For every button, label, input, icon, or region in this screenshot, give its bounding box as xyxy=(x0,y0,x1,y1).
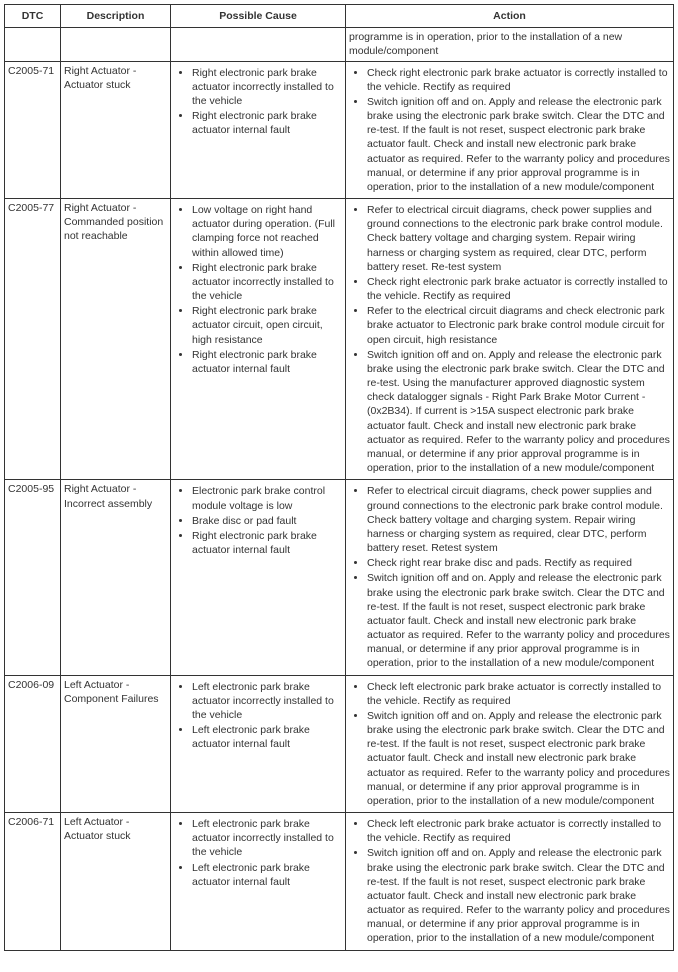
col-dtc: DTC xyxy=(5,5,61,28)
cell-dtc: C2005-77 xyxy=(5,199,61,480)
cell-desc: Right Actuator - Commanded position not … xyxy=(61,199,171,480)
cause-list: Electronic park brake control module vol… xyxy=(174,484,342,557)
cause-list: Left electronic park brake actuator inco… xyxy=(174,680,342,752)
table-row: C2006-71Left Actuator - Actuator stuck Le… xyxy=(5,813,674,951)
action-fragment-text: programme is in operation, prior to the … xyxy=(349,31,622,57)
action-item: Check right rear brake disc and pads. Re… xyxy=(367,556,670,570)
action-item: Check right electronic park brake actuat… xyxy=(367,66,670,94)
table-row: C2005-71Right Actuator - Actuator stuck R… xyxy=(5,61,674,199)
col-desc: Description xyxy=(61,5,171,28)
cell-cause: Left electronic park brake actuator inco… xyxy=(171,675,346,813)
cell-cause: Right electronic park brake actuator inc… xyxy=(171,61,346,199)
action-item: Switch ignition off and on. Apply and re… xyxy=(367,571,670,670)
cause-item: Right electronic park brake actuator int… xyxy=(192,109,342,137)
table-header-row: DTC Description Possible Cause Action xyxy=(5,5,674,28)
action-item: Refer to electrical circuit diagrams, ch… xyxy=(367,203,670,274)
action-item: Refer to the electrical circuit diagrams… xyxy=(367,304,670,347)
cell-cause: Electronic park brake control module vol… xyxy=(171,480,346,675)
action-item: Refer to electrical circuit diagrams, ch… xyxy=(367,484,670,555)
cell-dtc: C2006-09 xyxy=(5,675,61,813)
cell-action: Check right electronic park brake actuat… xyxy=(346,61,674,199)
action-list: Check left electronic park brake actuato… xyxy=(349,817,670,946)
action-item: Check left electronic park brake actuato… xyxy=(367,817,670,845)
cell-desc: Right Actuator - Incorrect assembly xyxy=(61,480,171,675)
cell-desc: Left Actuator - Component Failures xyxy=(61,675,171,813)
action-list: Check left electronic park brake actuato… xyxy=(349,680,670,809)
cause-item: Left electronic park brake actuator inco… xyxy=(192,817,342,860)
table-row: C2005-95Right Actuator - Incorrect assem… xyxy=(5,480,674,675)
cell-action: Refer to electrical circuit diagrams, ch… xyxy=(346,480,674,675)
col-action: Action xyxy=(346,5,674,28)
cell-desc xyxy=(61,28,171,61)
cell-desc: Left Actuator - Actuator stuck xyxy=(61,813,171,951)
cell-cause xyxy=(171,28,346,61)
cause-item: Right electronic park brake actuator inc… xyxy=(192,261,342,304)
cause-item: Left electronic park brake actuator inco… xyxy=(192,680,342,723)
table-row: C2005-77Right Actuator - Commanded posit… xyxy=(5,199,674,480)
cause-item: Low voltage on right hand actuator durin… xyxy=(192,203,342,260)
cause-item: Left electronic park brake actuator inte… xyxy=(192,861,342,889)
cause-item: Right electronic park brake actuator int… xyxy=(192,529,342,557)
dtc-table: DTC Description Possible Cause Action pr… xyxy=(4,4,674,951)
action-item: Check right electronic park brake actuat… xyxy=(367,275,670,303)
action-list: Refer to electrical circuit diagrams, ch… xyxy=(349,203,670,475)
cause-item: Left electronic park brake actuator inte… xyxy=(192,723,342,751)
cell-action: Refer to electrical circuit diagrams, ch… xyxy=(346,199,674,480)
action-item: Switch ignition off and on. Apply and re… xyxy=(367,846,670,945)
cell-action: Check left electronic park brake actuato… xyxy=(346,675,674,813)
action-list: Refer to electrical circuit diagrams, ch… xyxy=(349,484,670,670)
cell-desc: Right Actuator - Actuator stuck xyxy=(61,61,171,199)
cause-item: Right electronic park brake actuator int… xyxy=(192,348,342,376)
cell-dtc xyxy=(5,28,61,61)
table-row-fragment: programme is in operation, prior to the … xyxy=(5,28,674,61)
cause-list: Right electronic park brake actuator inc… xyxy=(174,66,342,138)
cause-list: Left electronic park brake actuator inco… xyxy=(174,817,342,889)
cell-action: Check left electronic park brake actuato… xyxy=(346,813,674,951)
action-list: Check right electronic park brake actuat… xyxy=(349,66,670,195)
cause-item: Electronic park brake control module vol… xyxy=(192,484,342,512)
cause-list: Low voltage on right hand actuator durin… xyxy=(174,203,342,376)
action-item: Switch ignition off and on. Apply and re… xyxy=(367,348,670,476)
table-row: C2006-09Left Actuator - Component Failur… xyxy=(5,675,674,813)
cause-item: Right electronic park brake actuator inc… xyxy=(192,66,342,109)
col-cause: Possible Cause xyxy=(171,5,346,28)
cell-dtc: C2006-71 xyxy=(5,813,61,951)
cell-cause: Left electronic park brake actuator inco… xyxy=(171,813,346,951)
action-item: Switch ignition off and on. Apply and re… xyxy=(367,95,670,194)
cause-item: Brake disc or pad fault xyxy=(192,514,342,528)
action-item: Switch ignition off and on. Apply and re… xyxy=(367,709,670,808)
cell-dtc: C2005-71 xyxy=(5,61,61,199)
cause-item: Right electronic park brake actuator cir… xyxy=(192,304,342,347)
action-item: Check left electronic park brake actuato… xyxy=(367,680,670,708)
cell-cause: Low voltage on right hand actuator durin… xyxy=(171,199,346,480)
cell-action: programme is in operation, prior to the … xyxy=(346,28,674,61)
cell-dtc: C2005-95 xyxy=(5,480,61,675)
